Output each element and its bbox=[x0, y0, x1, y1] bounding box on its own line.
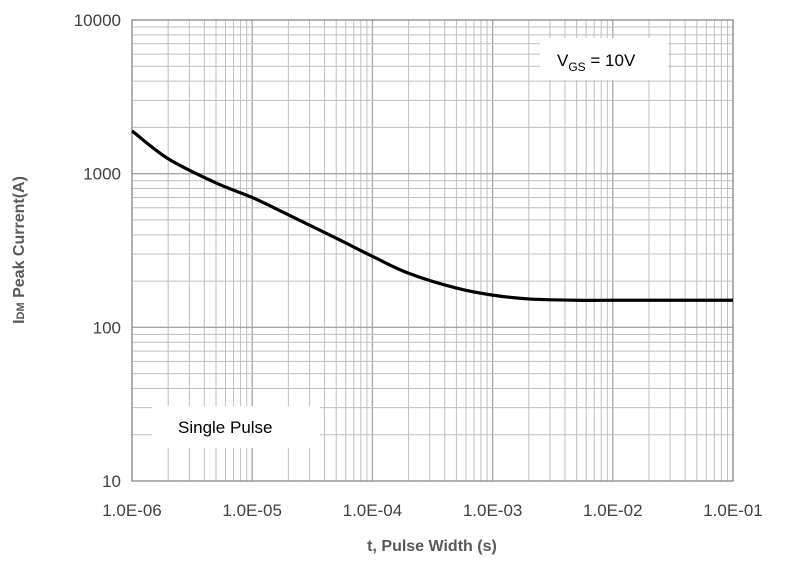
x-tick-label: 1.0E-06 bbox=[102, 501, 162, 520]
tick-labels: 1.0E-06 1.0E-05 1.0E-04 1.0E-03 1.0E-02 1.0E-… bbox=[74, 11, 763, 520]
y-axis-title-subscript: DM bbox=[15, 302, 27, 319]
y-tick-label: 100 bbox=[93, 318, 121, 337]
x-tick-label: 1.0E-03 bbox=[463, 501, 523, 520]
x-tick-label: 1.0E-04 bbox=[343, 501, 403, 520]
y-tick-label: 1000 bbox=[83, 165, 121, 184]
vgs-annotation-subscript: GS bbox=[568, 60, 585, 74]
plot-area-border bbox=[131, 19, 734, 482]
vgs-annotation-box bbox=[540, 38, 668, 80]
x-axis-title: t, Pulse Width (s) bbox=[367, 538, 497, 555]
y-tick-label: 10000 bbox=[74, 11, 121, 30]
single-pulse-annotation: Single Pulse bbox=[178, 418, 273, 437]
x-tick-label: 1.0E-02 bbox=[583, 501, 643, 520]
grid bbox=[131, 19, 734, 482]
single-pulse-annotation-box bbox=[152, 406, 320, 448]
x-tick-label: 1.0E-01 bbox=[703, 501, 763, 520]
series-line bbox=[131, 129, 733, 302]
x-tick-label: 1.0E-05 bbox=[222, 501, 282, 520]
series-layer bbox=[131, 129, 733, 302]
y-axis-title: IDM Peak Current(A) bbox=[11, 176, 28, 324]
annotation-layer: VGS = 10V Single Pulse bbox=[152, 38, 668, 448]
vgs-annotation: VGS = 10V bbox=[557, 51, 636, 74]
y-tick-label: 10 bbox=[102, 472, 121, 491]
